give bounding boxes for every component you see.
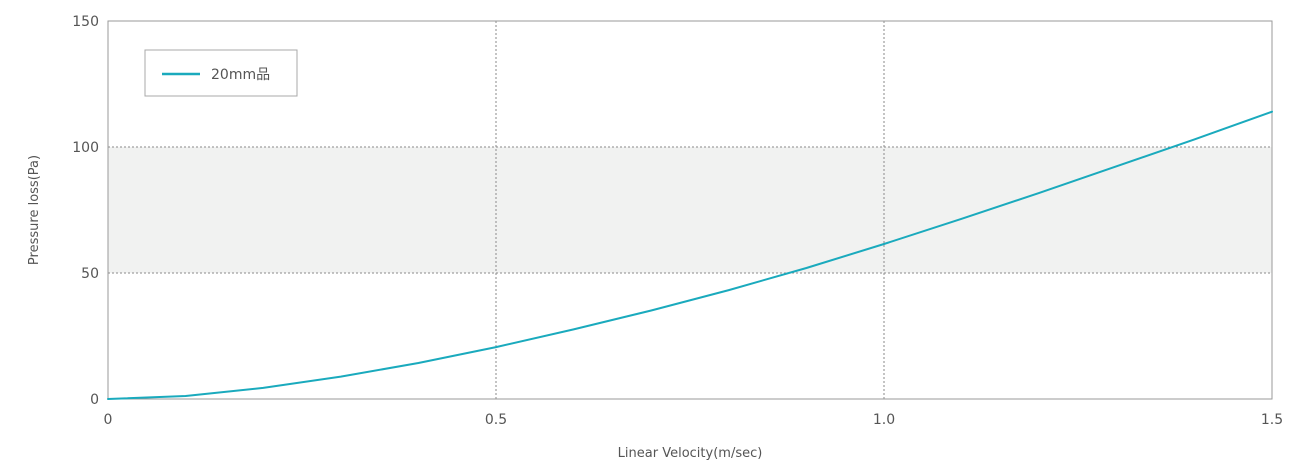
x-axis-label: Linear Velocity(m/sec) [618, 446, 763, 461]
x-tick-label: 0 [104, 412, 113, 428]
series-line [107, 110, 1273, 400]
x-tick-label: 1.5 [1261, 412, 1283, 428]
plot-frame [107, 20, 1273, 400]
x-tick-label: 1.0 [873, 412, 895, 428]
x-tick-label: 0.5 [485, 412, 507, 428]
legend: 20mm品 [144, 49, 298, 97]
y-tick-label: 100 [72, 140, 99, 156]
legend-label: 20mm品 [211, 67, 270, 83]
y-tick-label: 50 [81, 266, 99, 282]
y-tick-label: 150 [72, 14, 99, 30]
shaded-band [108, 147, 1272, 273]
y-tick-label: 0 [90, 392, 99, 408]
y-axis-label: Pressure loss(Pa) [27, 155, 42, 265]
